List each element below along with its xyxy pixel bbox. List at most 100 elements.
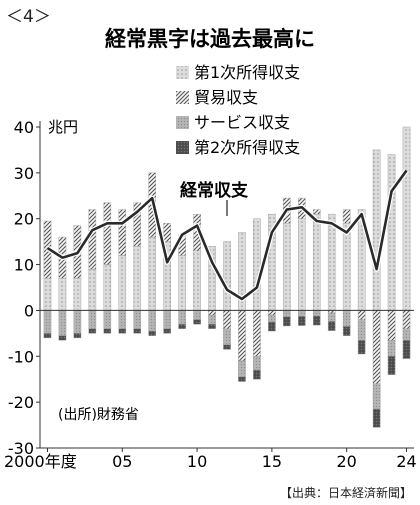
legend-swatch-trade-balance [176,91,189,104]
line-layer [46,169,409,302]
bar-secondary-income [402,340,411,359]
bar-secondary-income [88,328,97,334]
legend-item-services-balance: サービス収支 [176,113,290,132]
bar-secondary-income [178,323,186,329]
x-tick-label: 15 [262,452,282,471]
bar-primary-income [312,213,321,311]
bar-trade-balance [118,209,127,256]
bar-services-balance [372,383,381,410]
bar-primary-income [148,236,156,311]
bar-services-balance [73,310,82,334]
figure-label: ＜4＞ [6,7,51,27]
bar-trade-balance [357,310,366,320]
bar-trade-balance [103,202,112,265]
bar-secondary-income [327,321,336,331]
bar-services-balance [193,310,201,320]
bar-services-balance [133,310,142,329]
chart-title: 経常黒字は過去最高に [105,27,315,51]
bar-services-balance [387,340,396,357]
bar-trade-balance [342,209,351,224]
y-tick-label: -10 [8,347,34,366]
bar-secondary-income [163,328,171,334]
bar-services-balance [312,310,321,317]
bar-secondary-income [118,328,127,334]
bar-primary-income [193,250,201,311]
y-tick-label: -20 [8,393,34,412]
bars-layer [43,126,411,428]
bar-services-balance [223,328,231,346]
bar-trade-balance [387,310,396,341]
legend-label-primary-income: 第1次所得収支 [194,63,300,82]
bar-services-balance [118,310,127,329]
legend-swatch-primary-income [176,66,189,79]
bar-secondary-income [298,316,306,326]
bar-services-balance [208,314,216,325]
bar-services-balance [103,310,112,329]
x-tick-label: 20 [337,452,357,471]
bar-services-balance [357,319,366,341]
y-tick-label: 0 [24,301,34,320]
bar-secondary-income [387,356,396,375]
bar-trade-balance [238,310,246,362]
bar-services-balance [283,310,291,318]
bar-secondary-income [357,340,366,355]
bar-primary-income [178,255,186,311]
bar-trade-balance [163,223,171,242]
bar-services-balance [268,314,276,323]
legend-swatch-secondary-income [176,141,189,154]
unit-label: 兆円 [48,118,78,136]
bar-services-balance [402,328,411,341]
bar-services-balance [253,356,261,371]
legend-label-services-balance: サービス収支 [194,113,290,132]
bar-services-balance [58,310,67,336]
bar-services-balance [148,310,156,332]
y-tick-label: -30 [8,439,34,458]
bar-primary-income [387,154,396,311]
x-tick-label: 10 [187,452,207,471]
bar-secondary-income [193,319,201,325]
bar-primary-income [342,223,351,311]
bar-secondary-income [372,408,381,428]
bar-secondary-income [253,369,261,380]
legend-item-primary-income: 第1次所得収支 [176,63,300,82]
bar-primary-income [43,278,52,311]
bar-secondary-income [58,335,67,341]
bar-secondary-income [43,333,52,339]
bar-secondary-income [312,315,321,326]
bar-primary-income [402,126,411,311]
bar-primary-income [253,218,261,311]
bar-secondary-income [103,328,112,334]
bar-services-balance [88,310,97,329]
bar-trade-balance [88,209,97,270]
legend: 第1次所得収支 貿易収支 サービス収支 第2次所得収支 [176,63,300,157]
bar-primary-income [327,213,336,311]
y-tick-label: 10 [14,256,34,275]
bar-secondary-income [268,321,276,332]
bar-trade-balance [312,209,321,215]
source-note: (出所)財務省 [58,407,139,423]
bar-secondary-income [73,333,82,339]
legend-label-trade-balance: 貿易収支 [194,88,258,107]
bar-trade-balance [208,310,216,316]
y-tick-label: 40 [14,118,34,137]
bar-secondary-income [283,316,291,327]
bar-primary-income [58,278,67,311]
credit-line: 【出典：日本経済新聞】 [279,486,412,500]
bar-primary-income [283,223,291,311]
bar-services-balance [163,310,171,329]
bar-secondary-income [223,344,231,350]
bar-trade-balance [268,310,276,316]
bar-services-balance [298,310,306,317]
bar-trade-balance [223,310,231,329]
legend-swatch-services-balance [176,116,189,129]
bar-services-balance [327,312,336,322]
legend-label-secondary-income: 第2次所得収支 [194,138,300,157]
bar-primary-income [133,246,142,311]
x-tick-label: 05 [112,452,132,471]
bar-primary-income [88,268,97,311]
bar-primary-income [223,241,231,311]
line-label: 経常収支 [180,180,249,201]
bar-secondary-income [208,323,216,329]
